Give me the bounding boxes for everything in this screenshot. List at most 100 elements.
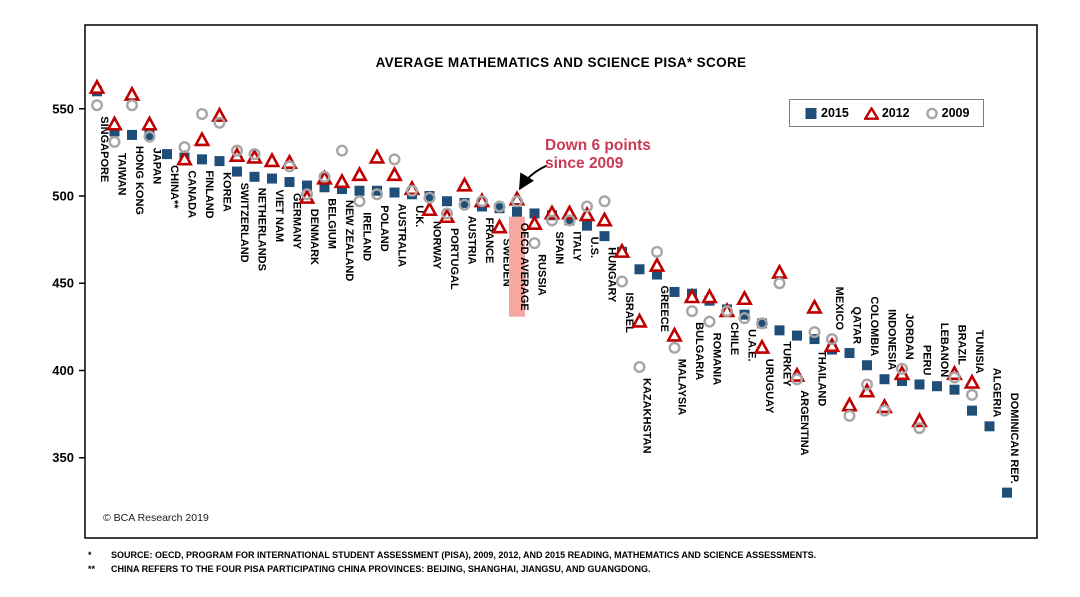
category-label: LEBANON xyxy=(938,323,950,377)
footnote-source: * SOURCE: OECD, PROGRAM FOR INTERNATIONA… xyxy=(88,549,1063,563)
data-point-2009 xyxy=(476,195,489,208)
legend-item-2012: 2012 xyxy=(863,106,910,120)
data-point-2015 xyxy=(897,375,907,386)
category-label: NETHERLANDS xyxy=(256,188,268,271)
category-label: NORWAY xyxy=(431,221,443,270)
data-point-2015 xyxy=(302,180,312,191)
data-point-2015 xyxy=(652,269,662,280)
category-label: JORDAN xyxy=(903,313,915,360)
data-point-2009 xyxy=(861,378,874,391)
category-label: AUSTRALIA xyxy=(396,204,408,268)
category-label: TAIWAN xyxy=(116,153,128,196)
data-point-2012 xyxy=(648,256,666,272)
data-point-2009 xyxy=(651,245,664,258)
footnote-china: ** CHINA REFERS TO THE FOUR PISA PARTICI… xyxy=(88,563,1063,577)
data-point-2012 xyxy=(88,78,106,94)
footnote-text: CHINA REFERS TO THE FOUR PISA PARTICIPAT… xyxy=(111,563,651,574)
category-label: HUNGARY xyxy=(606,247,618,303)
circle-marker-icon xyxy=(925,107,938,119)
data-point-2009 xyxy=(686,305,699,318)
data-point-2015 xyxy=(144,129,155,140)
data-point-2012 xyxy=(351,165,368,182)
data-point-2015 xyxy=(127,129,137,140)
data-point-2015 xyxy=(862,360,872,371)
data-point-2009 xyxy=(248,148,261,161)
data-point-2009 xyxy=(966,388,979,401)
data-point-2009 xyxy=(336,144,349,157)
category-label: ARGENTINA xyxy=(798,390,810,455)
data-point-2015 xyxy=(459,197,470,208)
category-label: VIET NAM xyxy=(273,190,285,243)
annotation-line-1: Down 6 points xyxy=(545,137,651,154)
annotation-arrow xyxy=(518,164,548,191)
category-label: INDONESIA xyxy=(886,309,898,370)
data-point-2012 xyxy=(683,287,701,304)
data-point-2009 xyxy=(668,341,681,354)
data-point-2009 xyxy=(406,184,419,197)
category-label: NEW ZEALAND xyxy=(343,200,355,281)
data-point-2015 xyxy=(337,184,347,195)
category-label: ISRAEL xyxy=(623,293,635,334)
data-point-2015 xyxy=(949,384,960,395)
triangle-marker-icon xyxy=(863,106,879,120)
data-point-2015 xyxy=(319,182,330,193)
data-point-2015 xyxy=(512,206,522,217)
legend-label: 2009 xyxy=(941,106,970,120)
data-point-2015 xyxy=(249,171,260,182)
data-point-2009 xyxy=(371,188,384,201)
legend-item-2009: 2009 xyxy=(925,106,970,120)
data-point-2015 xyxy=(284,177,295,188)
data-point-2009 xyxy=(808,326,821,339)
data-point-2015 xyxy=(634,264,645,275)
data-point-2012 xyxy=(771,263,788,279)
category-label: OECD AVERAGE xyxy=(518,223,530,311)
y-tick-label: 500 xyxy=(52,189,74,204)
data-point-2015 xyxy=(774,325,785,336)
chart-legend: 2015 2012 2009 xyxy=(789,99,985,127)
category-label: QATAR xyxy=(851,307,863,345)
data-point-2009 xyxy=(90,99,103,112)
data-point-2009 xyxy=(791,373,804,386)
data-point-2009 xyxy=(756,317,769,330)
category-label: PERU xyxy=(921,345,933,376)
data-point-2012 xyxy=(701,287,718,304)
data-point-2015 xyxy=(162,149,172,160)
category-label: MALAYSIA xyxy=(676,359,688,415)
data-point-2015 xyxy=(757,318,767,329)
data-point-2009 xyxy=(896,362,909,375)
data-point-2015 xyxy=(389,187,400,198)
data-point-2009 xyxy=(353,195,366,208)
y-tick-label: 550 xyxy=(52,101,74,116)
footnote-marker: ** xyxy=(88,563,96,574)
category-label: FINLAND xyxy=(203,170,215,218)
data-point-2009 xyxy=(108,135,121,148)
data-point-2009 xyxy=(616,275,629,288)
data-point-2009 xyxy=(528,237,541,250)
data-point-2015 xyxy=(932,381,942,392)
category-label: CHILE xyxy=(728,322,740,355)
data-point-2015 xyxy=(109,126,120,137)
category-label: URUGUAY xyxy=(763,359,775,414)
category-label: BULGARIA xyxy=(693,322,705,380)
data-point-2015 xyxy=(494,203,505,214)
data-point-2012 xyxy=(596,211,613,227)
data-point-2009 xyxy=(441,207,454,220)
data-point-2015 xyxy=(267,173,277,184)
data-point-2009 xyxy=(178,141,191,154)
data-point-2009 xyxy=(230,144,243,157)
data-point-2009 xyxy=(948,371,961,384)
category-label: MEXICO xyxy=(833,287,845,331)
category-label: RUSSIA xyxy=(536,254,548,296)
category-label: HONG KONG xyxy=(133,146,145,215)
category-label: U.A.E. xyxy=(746,329,758,361)
data-point-2009 xyxy=(458,198,471,211)
category-label: SINGAPORE xyxy=(98,116,110,182)
data-point-2012 xyxy=(631,312,648,328)
data-point-2015 xyxy=(844,348,855,359)
data-point-2015 xyxy=(354,185,365,196)
data-point-2009 xyxy=(423,191,436,204)
data-point-2015 xyxy=(809,334,820,345)
category-label: ROMANIA xyxy=(711,333,723,386)
data-point-2012 xyxy=(806,298,823,314)
